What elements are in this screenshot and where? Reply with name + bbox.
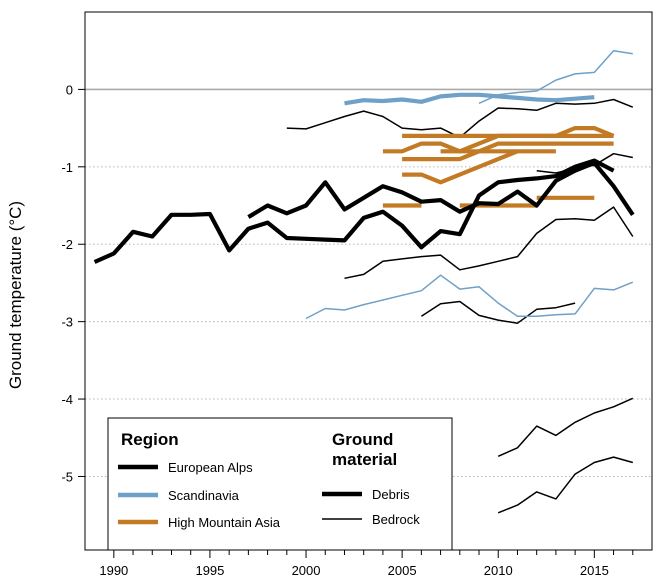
legend-region-title: Region (121, 430, 179, 449)
legend-label-high-mountain-asia: High Mountain Asia (168, 515, 281, 530)
y-tick-label: -5 (61, 469, 73, 484)
x-tick-label: 1995 (195, 563, 224, 578)
series-line-high-mountain-asia-debris (402, 141, 614, 162)
axis-ticks: 0 -1 -2 -3 -4 -5 1990 1995 2000 2005 2010 2015 (61, 82, 634, 578)
series-line-european-alps-debris (247, 160, 635, 219)
legend-material-title-line2: material (332, 450, 397, 469)
series-line-european-alps-bedrock (286, 98, 634, 139)
y-tick-label: -4 (61, 392, 73, 407)
series-line-scandinavia-bedrock (478, 49, 633, 104)
series-line-high-mountain-asia-debris (402, 149, 519, 185)
legend-label-scandinavia: Scandinavia (168, 488, 240, 503)
series-line-european-alps-bedrock (344, 206, 634, 280)
x-tick-label: 2015 (580, 563, 609, 578)
series-line-european-alps-bedrock (497, 456, 634, 514)
legend-material-title: Ground material (332, 430, 398, 469)
y-tick-label: -1 (61, 160, 73, 175)
series-line-european-alps-debris (93, 158, 615, 264)
series-line-european-alps-bedrock (420, 300, 576, 324)
y-tick-label: 0 (66, 82, 73, 97)
series-line-scandinavia-debris (344, 92, 595, 106)
x-tick-label: 2010 (484, 563, 513, 578)
grid-lines (85, 166, 652, 477)
x-tick-label: 1990 (99, 563, 128, 578)
x-tick-label: 2000 (292, 563, 321, 578)
y-axis-label: Ground temperature (°C) (6, 201, 25, 389)
legend-label-european-alps: European Alps (168, 460, 253, 475)
series-line-european-alps-bedrock (497, 397, 634, 457)
legend-material-title-line1: Ground (332, 430, 393, 449)
legend-label-debris: Debris (372, 487, 410, 502)
series-line-scandinavia-bedrock (305, 274, 634, 320)
y-tick-label: -3 (61, 315, 73, 330)
y-tick-label: -2 (61, 237, 73, 252)
legend-label-bedrock: Bedrock (372, 512, 420, 527)
legend: Region European Alps Scandinavia High Mo… (107, 417, 453, 551)
x-tick-label: 2005 (388, 563, 417, 578)
series-lines (93, 49, 635, 514)
series-line-high-mountain-asia-debris (382, 126, 615, 154)
legend-box (107, 417, 453, 551)
